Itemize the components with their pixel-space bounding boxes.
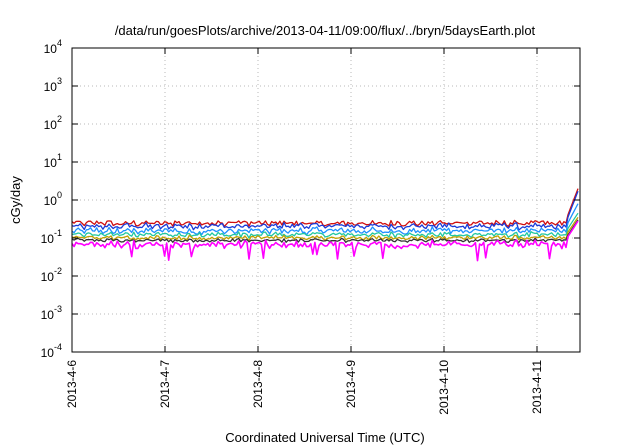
x-tick-label: 2013-4-8 xyxy=(251,360,265,408)
series-line xyxy=(71,219,579,244)
y-tick-label: 10-2 xyxy=(41,266,62,284)
x-tick-label: 2013-4-7 xyxy=(158,360,172,408)
chart-title: /data/run/goesPlots/archive/2013-04-11/0… xyxy=(115,23,536,38)
y-tick-label: 10-4 xyxy=(41,342,62,360)
series-line xyxy=(71,212,579,239)
y-tick-label: 101 xyxy=(44,152,62,170)
y-tick-label: 10-3 xyxy=(41,304,62,322)
series-line xyxy=(71,188,579,228)
x-tick-label: 2013-4-10 xyxy=(437,360,451,415)
y-axis: 10-4 10-3 10-2 10-1 100 101 102 103 104 xyxy=(41,38,580,360)
y-tick-label: 103 xyxy=(44,76,62,94)
series-line xyxy=(71,203,579,236)
y-axis-label: cGy/day xyxy=(8,176,23,224)
series-line xyxy=(71,190,579,231)
grid-lines xyxy=(72,48,580,352)
x-tick-label: 2013-4-11 xyxy=(530,360,544,414)
y-tick-label: 10-1 xyxy=(41,228,62,246)
y-tick-label: 104 xyxy=(44,38,62,56)
x-tick-label: 2013-4-6 xyxy=(65,360,79,408)
x-axis: 2013-4-6 2013-4-7 2013-4-8 2013-4-9 2013-4-1… xyxy=(65,48,544,415)
y-tick-label: 100 xyxy=(44,190,62,208)
series-line xyxy=(71,220,579,262)
x-axis-label: Coordinated Universal Time (UTC) xyxy=(225,430,424,445)
x-tick-label: 2013-4-9 xyxy=(344,360,358,408)
y-tick-label: 102 xyxy=(44,114,62,132)
series-layer xyxy=(71,188,579,262)
